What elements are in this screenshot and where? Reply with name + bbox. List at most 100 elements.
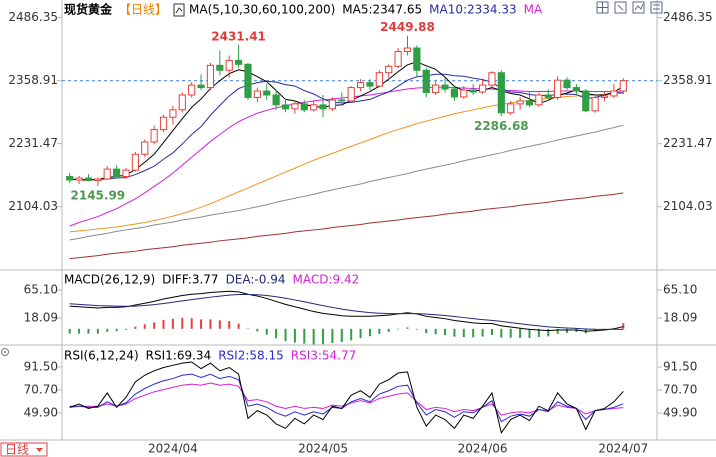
legend-label: MA10:2334.33 bbox=[429, 3, 517, 17]
macd-bar bbox=[622, 323, 625, 329]
toolbar-icon-part bbox=[617, 4, 624, 11]
macd-bar bbox=[143, 324, 146, 329]
low-label: 2286.68 bbox=[474, 119, 529, 133]
ma-line bbox=[69, 86, 624, 227]
y-tick-label: 18.09 bbox=[663, 311, 697, 325]
macd-bar bbox=[106, 328, 109, 332]
x-tick-label: 2024/05 bbox=[298, 442, 348, 456]
toolbar bbox=[596, 1, 663, 14]
y-tick-label: 2231.47 bbox=[8, 136, 58, 150]
period-button[interactable]: 日线 bbox=[0, 442, 48, 457]
candle-body bbox=[141, 141, 149, 155]
period-button-arrow bbox=[36, 448, 43, 452]
legend-label: MA(5,10,30,60,100,200) bbox=[189, 3, 335, 17]
macd-bar bbox=[153, 322, 156, 329]
candle-body bbox=[244, 63, 252, 98]
candle-body bbox=[460, 89, 468, 98]
macd-bar bbox=[434, 328, 437, 335]
macd-bar bbox=[322, 328, 325, 345]
rsi-line bbox=[69, 373, 624, 423]
macd-bar bbox=[547, 328, 550, 337]
candle-body bbox=[507, 103, 515, 114]
macd-bar bbox=[566, 328, 569, 333]
candle-body bbox=[75, 177, 83, 181]
y-tick-label: 2486.35 bbox=[663, 10, 713, 24]
macd-bar bbox=[209, 319, 212, 329]
macd-bar bbox=[190, 318, 193, 329]
candle-body bbox=[197, 84, 205, 89]
legend-label: MA bbox=[524, 3, 543, 17]
macd-bar bbox=[509, 328, 512, 338]
macd-bar bbox=[78, 328, 81, 334]
macd-bar bbox=[265, 328, 268, 335]
macd-bar bbox=[378, 328, 381, 334]
macd-bar bbox=[481, 328, 484, 337]
period-button-label: 日线 bbox=[5, 443, 29, 457]
y-tick-label: 65.10 bbox=[24, 283, 58, 297]
macd-bar bbox=[462, 328, 465, 338]
candle-body bbox=[619, 80, 627, 92]
y-tick-label: 18.09 bbox=[24, 311, 58, 325]
macd-bar bbox=[453, 328, 456, 337]
macd-bar bbox=[350, 328, 353, 341]
candle-body bbox=[319, 104, 327, 110]
macd-bar bbox=[68, 328, 71, 334]
candle-body bbox=[66, 176, 74, 181]
candle-body bbox=[131, 153, 139, 171]
candle-body bbox=[535, 94, 543, 106]
macd-bar bbox=[472, 328, 475, 338]
candle-body bbox=[356, 82, 365, 89]
y-tick-label: 2358.91 bbox=[663, 73, 713, 87]
macd-bar bbox=[87, 328, 90, 334]
ma-line bbox=[69, 92, 624, 233]
panel-icon-dot bbox=[4, 351, 6, 353]
macd-bar bbox=[246, 328, 249, 329]
macd-bar bbox=[500, 328, 503, 338]
legend-label: 【日线】 bbox=[119, 3, 167, 17]
macd-bar bbox=[556, 328, 559, 334]
candle-body bbox=[572, 87, 580, 92]
toolbar-icon[interactable] bbox=[650, 1, 663, 14]
macd-bar bbox=[124, 328, 127, 330]
candle-body bbox=[544, 94, 552, 98]
macd-bar bbox=[537, 328, 540, 338]
candle-body bbox=[432, 84, 440, 94]
candle-body bbox=[469, 89, 477, 93]
candle-body bbox=[234, 59, 243, 65]
y-tick-label: 2358.91 bbox=[8, 73, 58, 87]
period-button-box bbox=[0, 442, 48, 457]
candle-body bbox=[591, 96, 599, 112]
x-tick-label: 2024/07 bbox=[598, 442, 648, 456]
candle-body bbox=[488, 72, 496, 86]
macd-bar bbox=[96, 328, 99, 334]
candle-body bbox=[206, 64, 215, 89]
toolbar-icon[interactable] bbox=[632, 1, 645, 14]
candle-body bbox=[441, 84, 449, 90]
macd-bar bbox=[237, 323, 240, 329]
y-tick-label: 70.70 bbox=[24, 382, 58, 396]
macd-bar bbox=[275, 328, 278, 339]
panel-icon[interactable] bbox=[1, 348, 9, 356]
ma-line bbox=[69, 124, 624, 241]
candle-body bbox=[413, 47, 421, 71]
candle-body bbox=[150, 129, 158, 143]
candle-body bbox=[450, 88, 459, 98]
legend-label: MACD:9.42 bbox=[292, 273, 359, 287]
legend-label: DEA:-0.94 bbox=[226, 273, 286, 287]
macd-line bbox=[69, 290, 624, 332]
ma-line bbox=[69, 73, 624, 181]
macd-bar bbox=[387, 328, 390, 332]
candle-body bbox=[310, 104, 318, 111]
candle-body bbox=[375, 72, 383, 87]
macd-bar bbox=[115, 328, 118, 332]
macd-bar bbox=[312, 328, 315, 345]
candle-body bbox=[122, 169, 130, 178]
legend-label: RSI1:69.34 bbox=[146, 349, 212, 363]
macd-bar bbox=[490, 328, 493, 336]
candle-body bbox=[394, 50, 402, 67]
candle-body bbox=[600, 95, 609, 98]
legend-label: 现货黄金 bbox=[64, 2, 113, 17]
toolbar-icon[interactable] bbox=[614, 1, 627, 14]
candle-body bbox=[610, 90, 618, 97]
legend-label: RSI2:58.15 bbox=[218, 349, 284, 363]
